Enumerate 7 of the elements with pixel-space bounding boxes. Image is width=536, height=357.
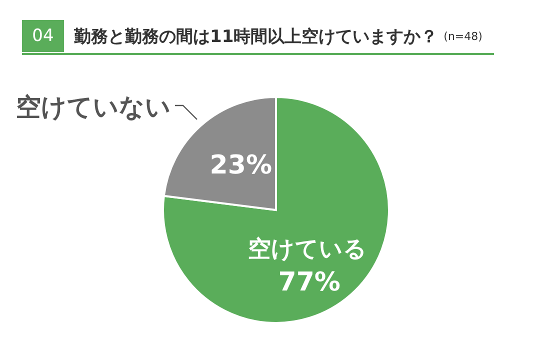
slice-label: 空けている <box>248 235 367 262</box>
text: (n=48) <box>444 30 482 42</box>
slice-label: 空けていない <box>16 92 172 122</box>
chart-title: 勤務と勤務の間は11時間以上空けていますか？ <box>74 26 438 48</box>
text: 04 <box>22 20 64 52</box>
data-label: 77% <box>278 267 340 298</box>
data-label: 23% <box>210 150 272 180</box>
